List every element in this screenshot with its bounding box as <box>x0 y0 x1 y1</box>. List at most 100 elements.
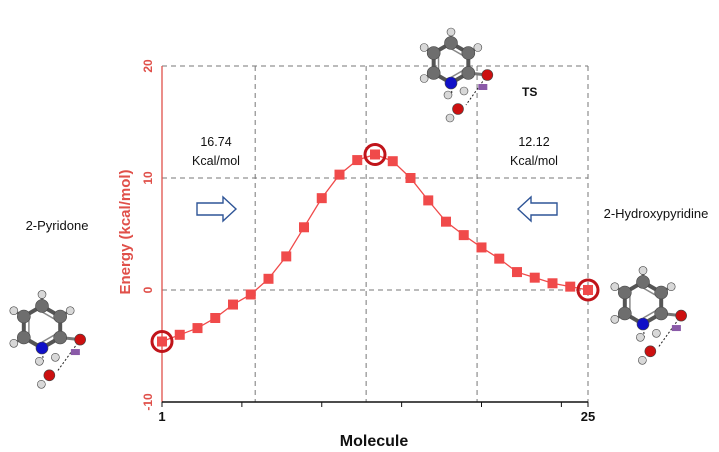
atom <box>481 69 494 81</box>
atom <box>461 46 476 60</box>
double-bond <box>41 333 56 343</box>
data-point <box>494 253 505 264</box>
right-barrier-unit: Kcal/mol <box>510 154 558 168</box>
highlight-ring <box>150 330 174 354</box>
double-bond <box>450 47 464 57</box>
left-arrow-icon <box>516 195 558 223</box>
hydroxypyridine-molecule <box>610 266 687 365</box>
atom <box>461 66 476 80</box>
atom <box>35 299 49 313</box>
hydrogen-bond <box>56 339 81 372</box>
atom <box>652 328 661 338</box>
data-point <box>370 149 380 160</box>
data-point <box>512 267 522 278</box>
data-point <box>281 251 292 262</box>
atom <box>636 275 650 289</box>
data-point <box>334 169 345 180</box>
series-line <box>161 153 589 343</box>
data-point <box>423 195 434 206</box>
data-point <box>529 272 540 283</box>
atom <box>53 309 67 324</box>
y-axis-label: Energy (kcal/mol) <box>117 169 134 294</box>
transition-state-molecule <box>419 27 494 123</box>
atom <box>426 66 441 80</box>
data-point <box>299 222 309 233</box>
double-bond <box>450 69 464 79</box>
atom <box>35 341 49 355</box>
left-barrier-unit: Kcal/mol <box>192 154 240 168</box>
highlight-ring <box>576 278 600 302</box>
atom <box>9 306 19 316</box>
tick-labels: -10 0 10 20 1 25 <box>141 59 595 424</box>
atom <box>638 355 647 365</box>
atom <box>419 43 429 52</box>
molecule-illustrations <box>9 27 687 389</box>
y-tick-label: 0 <box>141 286 155 293</box>
atom <box>17 309 31 324</box>
product-label: 2-Hydroxypyridine <box>604 206 709 221</box>
x-tick-label: 1 <box>158 409 165 424</box>
data-point <box>476 242 487 253</box>
y-tick-label: -10 <box>141 393 155 411</box>
chart-grid <box>162 65 589 402</box>
atom <box>636 317 650 331</box>
atom <box>610 282 620 292</box>
highlight-ring <box>363 142 387 166</box>
atom <box>446 27 456 37</box>
data-point <box>192 323 203 334</box>
atom <box>37 290 47 299</box>
atom <box>35 356 44 366</box>
data-point <box>441 216 451 227</box>
atom <box>654 306 668 321</box>
atom <box>473 43 483 52</box>
breaking-bond-marker <box>70 349 80 356</box>
data-point <box>157 336 167 347</box>
x-tick-label: 25 <box>581 409 595 424</box>
atom <box>452 103 464 115</box>
atom <box>65 306 75 316</box>
atom <box>17 330 31 345</box>
breaking-bond-marker <box>478 84 488 90</box>
data-point <box>228 299 238 310</box>
x-axis-label: Molecule <box>340 433 409 450</box>
double-bond <box>642 309 657 319</box>
atom <box>618 306 632 321</box>
atom <box>636 332 645 342</box>
y-tick-label: 10 <box>141 171 155 185</box>
atom <box>666 282 676 292</box>
data-point <box>245 289 256 300</box>
atom <box>444 36 458 50</box>
breaking-bond-marker <box>671 325 681 332</box>
reactant-label: 2-Pyridone <box>26 218 89 233</box>
data-point <box>352 155 363 166</box>
atom <box>459 86 469 96</box>
right-barrier-value: 12.12 <box>518 135 549 149</box>
atom <box>9 338 19 348</box>
atom <box>654 285 668 300</box>
atom <box>618 285 632 300</box>
hydrogen-bond <box>657 315 682 348</box>
atom <box>610 314 620 324</box>
atom <box>426 46 441 60</box>
double-bond <box>41 311 56 321</box>
data-point <box>263 273 274 284</box>
atom <box>444 76 458 90</box>
atom <box>74 333 86 346</box>
atom <box>644 345 657 358</box>
atom <box>43 369 56 382</box>
double-bond <box>642 287 657 297</box>
atom <box>419 74 429 83</box>
atom <box>37 379 46 389</box>
atom <box>443 90 453 100</box>
data-point <box>565 281 576 292</box>
data-point <box>387 156 398 167</box>
data-point <box>210 313 221 323</box>
data-point <box>547 278 558 289</box>
y-tick-label: 20 <box>141 59 155 73</box>
right-arrow-icon <box>196 195 238 223</box>
data-point <box>316 193 327 204</box>
atom <box>675 309 687 322</box>
transition-state-label: TS <box>522 85 537 99</box>
atom <box>638 266 648 275</box>
